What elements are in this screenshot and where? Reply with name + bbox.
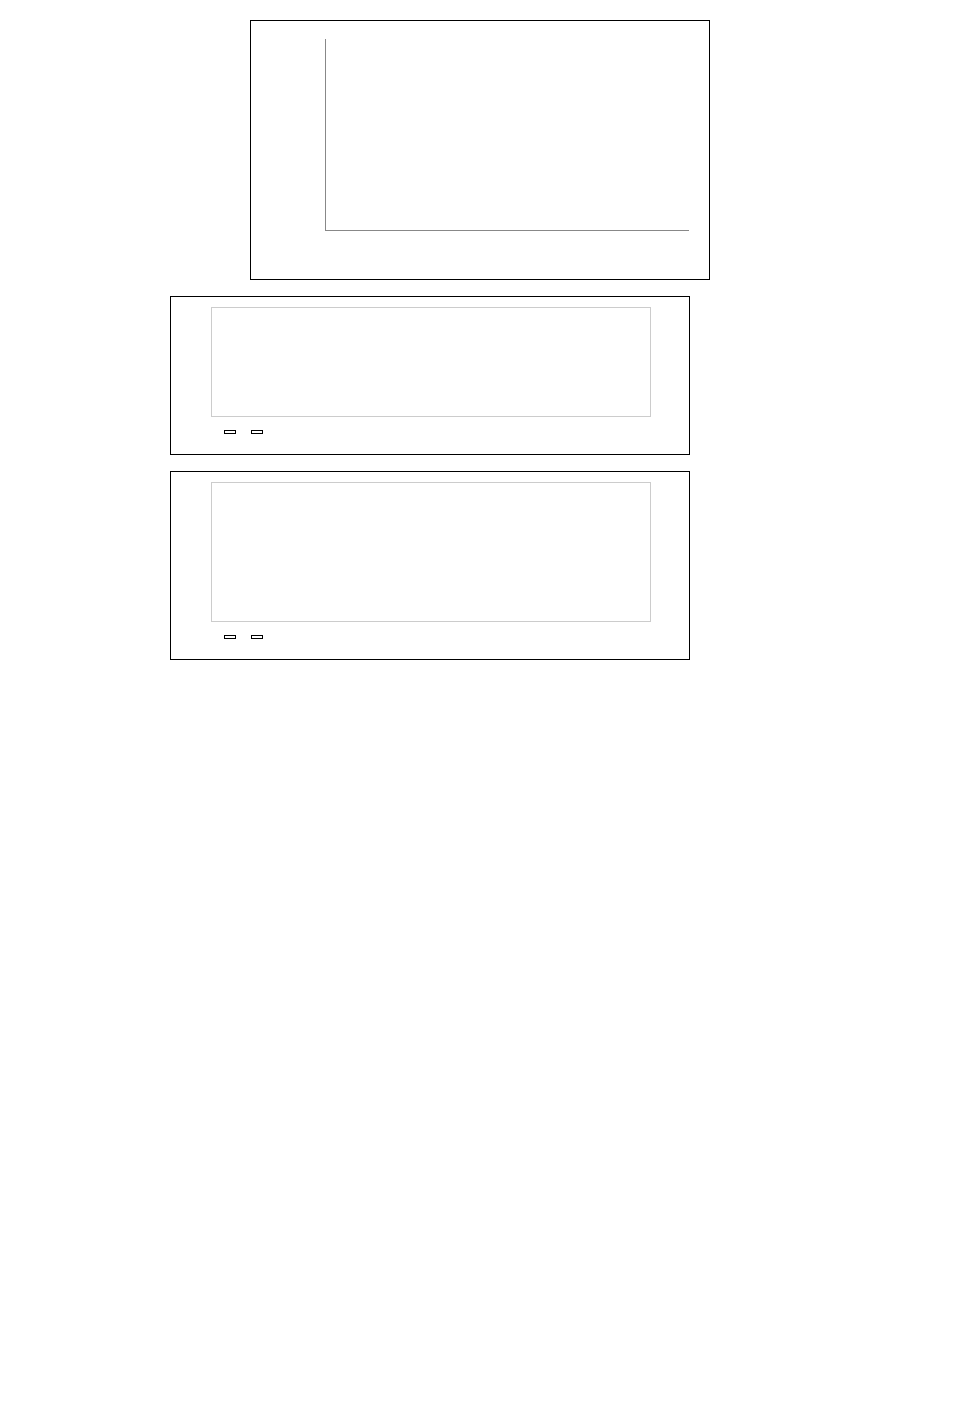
fig18-wave-wrap [211, 307, 679, 417]
figure-19-box [170, 471, 690, 660]
fig18-annot-row [211, 425, 679, 440]
figure-18-box [170, 296, 690, 455]
fig17-plot-area [325, 39, 689, 231]
fig19-waveform [211, 482, 651, 622]
fig19-label-compression [251, 635, 263, 639]
fig18-label-ventilation [224, 430, 236, 434]
figure-17-chart [305, 31, 699, 261]
fig19-label-ventilation [224, 635, 236, 639]
fig18-waveform [211, 307, 651, 417]
fig19-wave-wrap [211, 482, 679, 622]
figure-17-box [250, 20, 710, 280]
fig18-label-compression [251, 430, 263, 434]
fig19-annot-row [211, 630, 679, 645]
